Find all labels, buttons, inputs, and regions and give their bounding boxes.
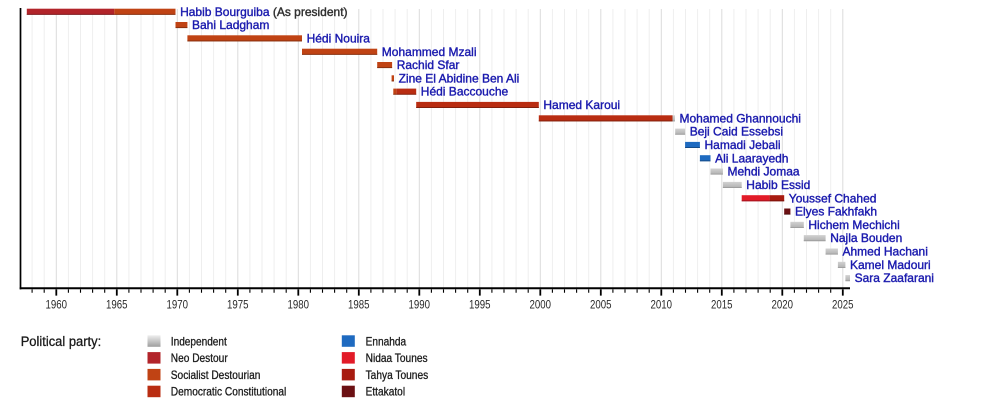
svg-text:Socialist Destourian: Socialist Destourian [171,368,261,382]
svg-text:Beji Caid Essebsi: Beji Caid Essebsi [690,125,783,139]
svg-text:Ettakatol: Ettakatol [366,385,406,399]
svg-text:Mohamed Ghannouchi: Mohamed Ghannouchi [680,111,801,125]
svg-text:2010: 2010 [651,299,673,312]
svg-text:1990: 1990 [409,299,431,312]
svg-text:Habib Essid: Habib Essid [746,178,810,192]
svg-text:Hédi Baccouche: Hédi Baccouche [421,85,509,99]
svg-text:Youssef Chahed: Youssef Chahed [789,191,877,205]
svg-text:Tahya Tounes: Tahya Tounes [366,368,429,382]
svg-text:Bahi Ladgham: Bahi Ladgham [192,18,269,32]
svg-text:1975: 1975 [227,299,249,312]
svg-text:Elyes Fakhfakh: Elyes Fakhfakh [795,205,877,219]
svg-text:Mehdi Jomaa: Mehdi Jomaa [728,165,800,179]
svg-text:1965: 1965 [106,299,128,312]
svg-text:1960: 1960 [46,299,68,312]
svg-text:Hédi Nouira: Hédi Nouira [307,31,371,45]
svg-text:Rachid Sfar: Rachid Sfar [397,58,460,72]
svg-text:Habib Bourguiba (As president): Habib Bourguiba (As president) [180,5,347,19]
svg-text:2020: 2020 [772,299,794,312]
svg-text:1995: 1995 [469,299,491,312]
svg-text:Nidaa Tounes: Nidaa Tounes [366,351,428,365]
svg-text:Neo Destour: Neo Destour [171,351,228,365]
svg-text:Hichem Mechichi: Hichem Mechichi [808,218,899,232]
svg-text:2025: 2025 [832,299,854,312]
svg-text:Ennahda: Ennahda [366,334,407,348]
svg-text:Najla Bouden: Najla Bouden [830,231,902,245]
svg-text:2000: 2000 [530,299,552,312]
svg-text:Zine El Abidine Ben Ali: Zine El Abidine Ben Ali [399,71,520,85]
svg-text:1985: 1985 [348,299,370,312]
svg-text:Political party:: Political party: [21,334,102,349]
svg-text:Ali Laarayedh: Ali Laarayedh [715,151,788,165]
svg-text:Sara Zaafarani: Sara Zaafarani [855,271,934,285]
svg-text:Mohammed Mzali: Mohammed Mzali [382,45,477,59]
svg-text:1980: 1980 [288,299,310,312]
svg-text:Hamadi Jebali: Hamadi Jebali [705,138,781,152]
svg-text:Hamed Karoui: Hamed Karoui [543,98,620,112]
svg-text:Independent: Independent [171,334,228,348]
svg-text:Kamel Madouri: Kamel Madouri [850,258,931,272]
svg-text:1970: 1970 [167,299,189,312]
svg-text:2005: 2005 [590,299,612,312]
svg-text:Ahmed Hachani: Ahmed Hachani [843,245,928,259]
svg-text:2015: 2015 [711,299,733,312]
svg-text:Democratic Constitutional: Democratic Constitutional [171,385,286,399]
